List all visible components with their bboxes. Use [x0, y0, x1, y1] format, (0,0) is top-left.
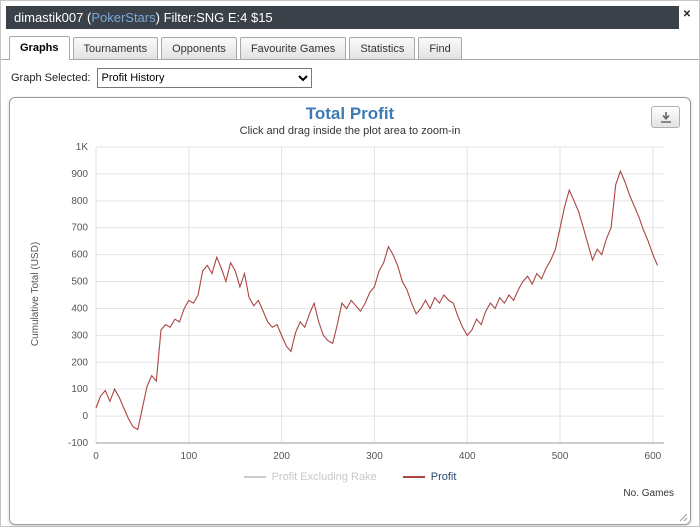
profit-chart[interactable]: -100 0 100 200 300 400 500 600 700 800 900 1K 0 100 20… [12, 139, 688, 471]
svg-text:700: 700 [71, 223, 88, 234]
svg-text:900: 900 [71, 169, 88, 180]
resize-grip[interactable] [677, 511, 688, 522]
legend-label-profit: Profit [430, 471, 457, 483]
legend-item-profit-excluding-rake[interactable]: Profit Excluding Rake [243, 471, 377, 483]
svg-text:400: 400 [71, 303, 88, 314]
svg-text:300: 300 [71, 330, 88, 341]
tab-opponents[interactable]: Opponents [161, 37, 237, 59]
titlebar-row: dimastik007 (PokerStars) Filter:SNG E:4 … [1, 1, 699, 29]
svg-text:800: 800 [71, 196, 88, 207]
series-line-1 [95, 169, 659, 431]
close-icon[interactable]: ✕ [682, 9, 692, 20]
chart-panel: Total Profit Click and drag inside the p… [9, 97, 691, 525]
svg-text:500: 500 [71, 277, 88, 288]
svg-text:1K: 1K [76, 142, 89, 153]
svg-text:100: 100 [180, 451, 197, 462]
export-chart-button[interactable] [651, 106, 680, 128]
tab-statistics[interactable]: Statistics [349, 37, 416, 59]
svg-text:300: 300 [366, 451, 383, 462]
window-title-player: dimastik007 ( [14, 10, 92, 25]
chart-title: Total Profit [305, 104, 395, 123]
svg-text:0: 0 [93, 451, 99, 462]
chart-legend: Profit Excluding Rake Profit [10, 471, 690, 483]
legend-label-profit-excluding-rake: Profit Excluding Rake [271, 471, 377, 483]
tab-find[interactable]: Find [418, 37, 462, 59]
chart-subtitle: Click and drag inside the plot area to z… [239, 125, 461, 137]
graph-selected-label: Graph Selected: [11, 72, 91, 84]
svg-text:200: 200 [273, 451, 290, 462]
tab-graphs[interactable]: Graphs [9, 36, 70, 60]
svg-text:400: 400 [459, 451, 476, 462]
svg-text:600: 600 [71, 250, 88, 261]
window-title: dimastik007 (PokerStars) Filter:SNG E:4 … [6, 6, 679, 29]
y-axis-title: Cumulative Total (USD) [30, 241, 41, 347]
gridlines [95, 146, 664, 444]
legend-swatch-profit [402, 476, 425, 478]
tab-favourite-games[interactable]: Favourite Games [239, 37, 347, 59]
svg-text:500: 500 [552, 451, 569, 462]
svg-text:-100: -100 [68, 438, 88, 449]
legend-swatch-profit-excluding-rake [243, 476, 266, 478]
svg-text:200: 200 [71, 357, 88, 368]
graph-selector[interactable]: Profit History [96, 68, 312, 88]
svg-text:600: 600 [645, 451, 662, 462]
tab-tournaments[interactable]: Tournaments [72, 37, 159, 59]
x-axis-title: No. Games [623, 488, 674, 499]
window-title-filter: ) Filter:SNG E:4 $15 [155, 10, 273, 25]
download-icon [660, 111, 671, 123]
pokerstars-link[interactable]: PokerStars [91, 10, 156, 25]
axis-tick-labels: -100 0 100 200 300 400 500 600 700 800 900 1K 0 100 20… [68, 142, 662, 462]
legend-item-profit[interactable]: Profit [402, 471, 457, 483]
tab-bar: Graphs Tournaments Opponents Favourite G… [1, 29, 699, 60]
svg-text:100: 100 [71, 384, 88, 395]
svg-text:0: 0 [82, 411, 88, 422]
graph-selector-row: Graph Selected: Profit History [1, 60, 699, 95]
